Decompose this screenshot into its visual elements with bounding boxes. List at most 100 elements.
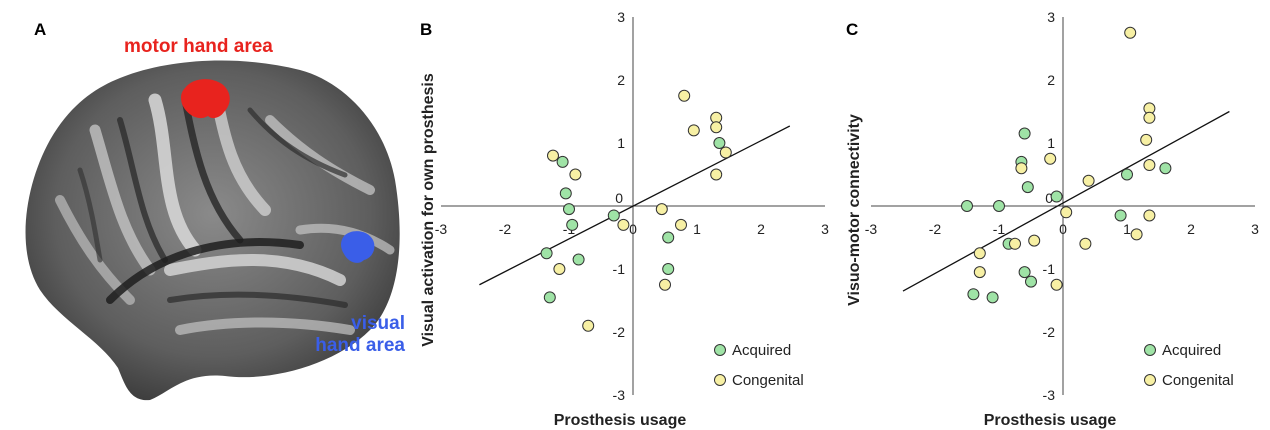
data-point-congenital [1143,159,1156,172]
data-point-acquired [662,231,675,244]
x-tick-label: 2 [757,221,765,237]
legend-marker-congenital [1144,374,1156,386]
data-point-congenital [1143,209,1156,222]
motor-hand-area-blob [181,79,230,119]
data-point-acquired [563,203,575,216]
x-tick-label: 0 [1059,221,1067,237]
data-point-acquired [986,291,999,304]
legend-marker-acquired [714,344,726,356]
data-point-congenital [1082,174,1095,187]
panel-c-letter: C [846,20,859,39]
x-tick-label: -2 [499,221,512,237]
data-point-acquired [572,253,585,266]
data-point-congenital [678,89,691,102]
y-tick-label: 1 [1047,135,1055,151]
data-point-acquired [961,200,973,212]
data-point-acquired [967,288,980,301]
data-point-congenital [655,203,668,216]
x-tick-label: -3 [865,221,878,237]
x-tick-label: -2 [929,221,942,237]
data-point-acquired [1025,275,1037,288]
y-tick-label: -1 [1043,261,1056,277]
panel-b-letter: B [420,20,433,39]
data-point-congenital [569,168,582,181]
legend-label-acquired: Acquired [1162,342,1221,359]
x-tick-label: 3 [821,221,829,237]
brain-illustration [25,60,400,401]
x-tick-label: 3 [1251,221,1259,237]
y-tick-label: -3 [613,387,626,403]
data-point-congenital [582,319,595,332]
trend-line [902,110,1230,292]
y-tick-label: -2 [1043,324,1056,340]
y-tick-label: 3 [1047,9,1055,25]
data-point-congenital [1050,278,1063,291]
scatter-chart-b: -3-2-101233210-1-2-3AcquiredCongenitalPr… [420,9,829,429]
data-point-congenital [659,278,671,291]
data-point-congenital [1060,206,1073,219]
data-point-acquired [556,155,569,168]
data-point-acquired [543,291,556,304]
data-point-congenital [1140,133,1153,146]
y-tick-label: -1 [613,261,626,277]
x-axis-label: Prosthesis usage [984,412,1117,429]
data-point-congenital [617,218,630,231]
data-point-congenital [1044,152,1057,165]
data-point-acquired [1114,209,1127,222]
data-point-acquired [993,200,1005,212]
y-tick-label: 0 [1045,190,1053,206]
y-tick-label: 1 [617,135,625,151]
data-point-congenital [1143,111,1156,124]
x-tick-label: 0 [629,221,637,237]
visual-hand-area-label: visual hand area [305,313,405,357]
legend-label-acquired: Acquired [732,342,791,359]
x-axis-label: Prosthesis usage [554,412,687,429]
y-tick-label: -3 [1043,387,1056,403]
visual-hand-area-blob [341,231,375,263]
y-axis-label: Visual activation for own prosthesis [420,73,437,347]
data-point-acquired [1159,162,1172,175]
trend-line [479,125,791,286]
y-axis-label: Visuo-motor connectivity [846,114,863,306]
x-tick-label: 2 [1187,221,1195,237]
data-point-congenital [1009,237,1021,250]
y-tick-label: 3 [617,9,625,25]
data-point-congenital [1130,228,1143,241]
data-point-congenital [1028,234,1041,247]
data-point-acquired [540,247,553,260]
legend-marker-congenital [714,374,726,386]
data-point-congenital [547,149,559,162]
data-point-acquired [566,218,579,231]
data-point-congenital [973,247,986,260]
data-point-congenital [1015,162,1028,175]
y-tick-label: -2 [613,324,626,340]
data-point-congenital [710,168,723,181]
y-tick-label: 0 [615,190,623,206]
x-tick-label: -3 [435,221,448,237]
data-point-acquired [607,209,620,222]
visual-label-line2: hand area [315,335,405,356]
data-point-congenital [1079,237,1092,250]
legend-label-congenital: Congenital [732,372,804,389]
legend-marker-acquired [1144,344,1156,356]
x-tick-label: 1 [693,221,701,237]
data-point-congenital [675,218,687,231]
data-point-congenital [710,121,723,134]
data-point-acquired [1050,190,1063,203]
y-tick-label: 2 [617,72,625,88]
data-point-congenital [719,146,732,159]
motor-hand-area-label: motor hand area [124,36,273,57]
data-point-congenital [973,266,986,279]
data-point-acquired [1021,181,1034,194]
data-point-congenital [553,263,566,275]
data-point-acquired [1018,266,1031,279]
data-point-acquired [1018,127,1031,140]
data-point-acquired [1121,168,1133,181]
x-tick-label: 1 [1123,221,1131,237]
x-tick-label: -1 [993,221,1006,237]
data-point-congenital [687,124,700,137]
data-point-congenital [1124,26,1137,39]
y-tick-label: 2 [1047,72,1055,88]
data-point-acquired [713,137,726,149]
data-point-acquired [559,187,572,200]
